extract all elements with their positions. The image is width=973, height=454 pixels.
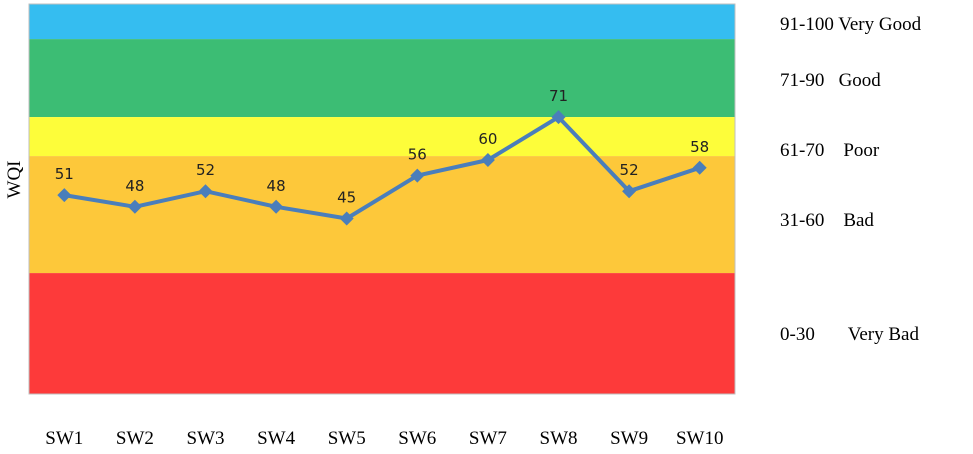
x-tick-sw8: SW8	[540, 428, 578, 449]
legend-item-good: 71-90 Good	[780, 70, 881, 91]
data-label-sw5: 45	[337, 189, 356, 207]
x-tick-sw1: SW1	[45, 428, 83, 449]
x-tick-sw2: SW2	[116, 428, 154, 449]
data-point-sw8	[551, 110, 566, 125]
series-line-layer	[62, 115, 702, 221]
quality-bands	[29, 4, 735, 394]
x-tick-sw4: SW4	[257, 428, 296, 449]
data-point-sw9	[622, 184, 637, 199]
data-point-sw6	[410, 168, 425, 183]
data-point-sw4	[269, 199, 284, 214]
x-tick-sw3: SW3	[187, 428, 225, 449]
data-label-sw8: 71	[549, 87, 568, 105]
data-label-sw2: 48	[125, 177, 144, 195]
data-labels: 51 48 52 48 45 56 60 71 52 58	[55, 87, 709, 206]
data-point-sw10	[692, 160, 707, 175]
data-point-sw2	[127, 199, 142, 214]
band-0-31	[29, 273, 735, 394]
data-label-sw4: 48	[267, 177, 286, 195]
data-label-sw10: 58	[690, 138, 709, 156]
series-points	[57, 110, 707, 226]
band-71-91	[29, 39, 735, 118]
data-label-sw3: 52	[196, 161, 215, 179]
plot-frame	[28, 3, 736, 395]
data-label-sw1: 51	[55, 165, 74, 183]
band-31-61	[29, 156, 735, 274]
data-label-sw7: 60	[478, 130, 497, 148]
data-point-sw3	[198, 184, 213, 199]
x-tick-sw5: SW5	[328, 428, 366, 449]
x-tick-sw7: SW7	[469, 428, 507, 449]
x-tick-sw10: SW10	[676, 428, 724, 449]
x-tick-sw9: SW9	[610, 428, 648, 449]
legend-item-very-good: 91-100 Very Good	[780, 14, 922, 35]
data-label-sw9: 52	[620, 161, 639, 179]
y-axis-label: WQI	[4, 161, 25, 199]
series-line	[62, 115, 702, 221]
data-point-sw7	[480, 153, 495, 167]
data-point-sw5	[339, 211, 354, 226]
legend-item-very-bad: 0-30 Very Bad	[780, 324, 919, 345]
data-label-sw6: 56	[408, 146, 427, 164]
band-91-100	[29, 4, 735, 40]
legend-item-poor: 61-70 Poor	[780, 140, 880, 161]
data-point-sw1	[57, 188, 72, 203]
legend-item-bad: 31-60 Bad	[780, 210, 874, 231]
x-axis-ticks: SW1 SW2 SW3 SW4 SW5 SW6 SW7 SW8 SW9 SW10	[45, 428, 723, 449]
band-61-71	[29, 117, 735, 157]
x-tick-sw6: SW6	[398, 428, 436, 449]
